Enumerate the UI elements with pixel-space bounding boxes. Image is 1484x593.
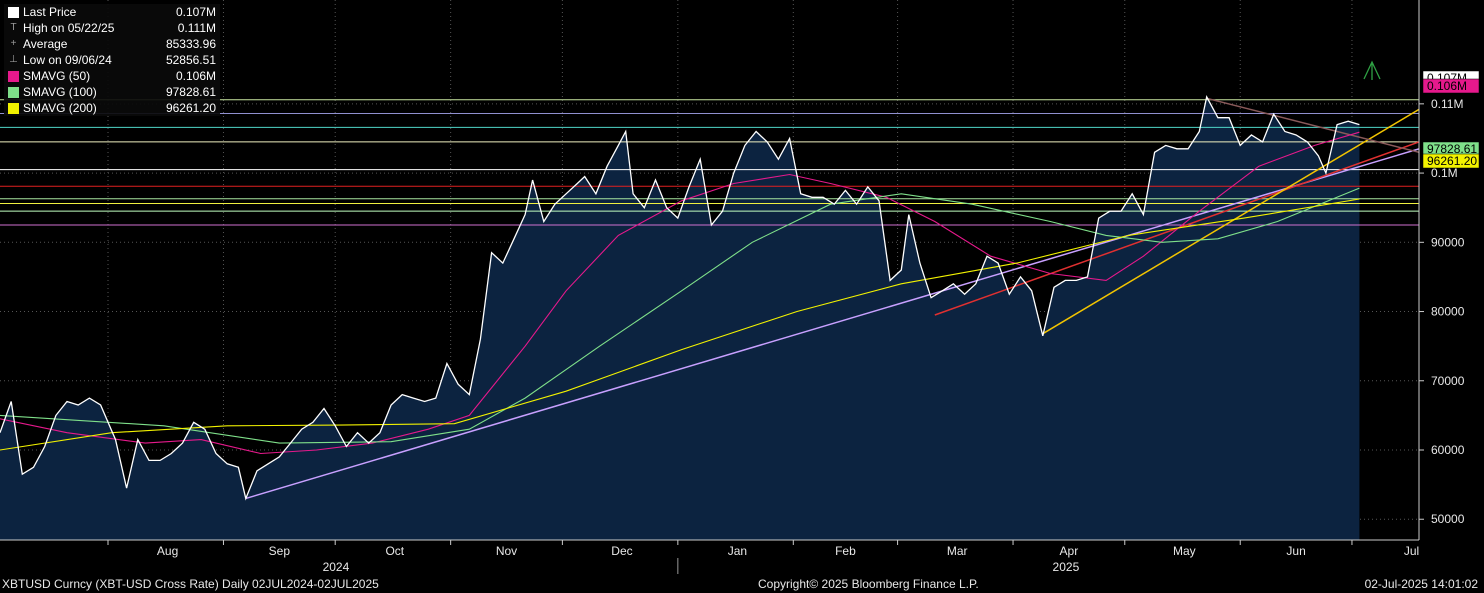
legend-swatch	[8, 102, 19, 114]
y-tick-label: 0.1M	[1431, 166, 1458, 180]
series-lines	[0, 95, 1360, 501]
legend-value: 0.106M	[175, 69, 216, 83]
y-tick-label: 70000	[1431, 374, 1465, 388]
legend-swatch	[8, 70, 19, 82]
x-tick-label: Oct	[385, 544, 404, 558]
x-tick-label: Nov	[496, 544, 517, 558]
legend-label: Low on 09/06/24	[23, 53, 112, 67]
x-tick-label: Apr	[1060, 544, 1079, 558]
legend-item: ⊥ Low on 09/06/24 52856.51	[4, 52, 220, 68]
x-tick-label: Aug	[157, 544, 178, 558]
value-tag	[1422, 153, 1480, 169]
year-label: 2024	[323, 560, 350, 574]
y-tick-label: 90000	[1431, 235, 1465, 249]
series-line	[0, 95, 1360, 501]
legend-label: Last Price	[23, 5, 77, 19]
up-arrow-icon	[1363, 60, 1381, 80]
legend-item: Last Price 0.107M	[4, 4, 220, 20]
y-tick-label: 60000	[1431, 443, 1465, 457]
legend-label: SMAVG (200)	[23, 101, 97, 115]
price-area	[0, 96, 1360, 541]
value-tag	[1422, 78, 1480, 94]
price-chart: 50000 60000 70000 80000 90000 0.1M 0.11M Aug Sep…	[0, 0, 1480, 574]
legend-swatch	[8, 6, 19, 18]
legend-item: SMAVG (200) 96261.20	[4, 100, 220, 116]
x-tick-label: Dec	[611, 544, 632, 558]
legend-item: SMAVG (100) 97828.61	[4, 84, 220, 100]
y-tick-label: 0.11M	[1431, 97, 1463, 111]
x-tick-label: Sep	[269, 544, 291, 558]
legend-label: High on 05/22/25	[23, 21, 115, 35]
series-line	[0, 187, 1360, 444]
legend-value: 97828.61	[165, 85, 216, 99]
series-line	[0, 198, 1360, 451]
horizontal-levels	[0, 99, 1419, 226]
x-tick-label: Jun	[1286, 544, 1305, 558]
x-tick-label: Jan	[728, 544, 747, 558]
legend-item: + Average 85333.96	[4, 36, 220, 52]
legend-value: 0.111M	[177, 21, 216, 35]
legend-marker-icon: +	[10, 38, 17, 49]
x-tick-label: Feb	[835, 544, 856, 558]
axes: 50000 60000 70000 80000 90000 0.1M 0.11M Aug Sep…	[0, 0, 1465, 574]
x-tick-label: Mar	[947, 544, 968, 558]
chart-footer: XBTUSD Curncy (XBT-USD Cross Rate) Daily…	[0, 574, 1484, 593]
legend-value: 0.107M	[175, 5, 216, 19]
legend-value: 52856.51	[165, 53, 216, 67]
copyright-text: Copyright© 2025 Bloomberg Finance L.P.	[758, 577, 979, 591]
year-label: 2025	[1053, 560, 1080, 574]
series-line	[0, 131, 1360, 455]
legend-label: SMAVG (50)	[23, 69, 91, 83]
chart-legend: Last Price 0.107M T High on 05/22/25 0.111M +…	[4, 4, 220, 116]
y-tick-label: 50000	[1431, 512, 1465, 526]
trend-line	[1042, 108, 1420, 335]
x-tick-label: Jul	[1404, 544, 1419, 558]
value-tag-label: 96261.20	[1427, 154, 1477, 168]
x-tick-label: May	[1173, 544, 1196, 558]
legend-label: SMAVG (100)	[23, 85, 97, 99]
legend-marker-icon: ⊥	[9, 54, 18, 65]
legend-label: Average	[23, 37, 68, 51]
trend-line	[245, 148, 1420, 500]
legend-item: T High on 05/22/25 0.111M	[4, 20, 220, 36]
trend-line	[1206, 97, 1420, 154]
timestamp: 02-Jul-2025 14:01:02	[1364, 577, 1478, 591]
legend-value: 85333.96	[165, 37, 216, 51]
value-tag-label: 97828.61	[1427, 142, 1477, 156]
legend-swatch	[8, 86, 19, 98]
value-tag-label: 0.106M	[1427, 79, 1467, 93]
legend-marker-icon: T	[10, 22, 17, 33]
price-area-fill	[0, 96, 1360, 541]
security-description: XBTUSD Curncy (XBT-USD Cross Rate) Daily…	[2, 577, 379, 591]
legend-item: SMAVG (50) 0.106M	[4, 68, 220, 84]
y-tick-label: 80000	[1431, 305, 1465, 319]
legend-value: 96261.20	[165, 101, 216, 115]
